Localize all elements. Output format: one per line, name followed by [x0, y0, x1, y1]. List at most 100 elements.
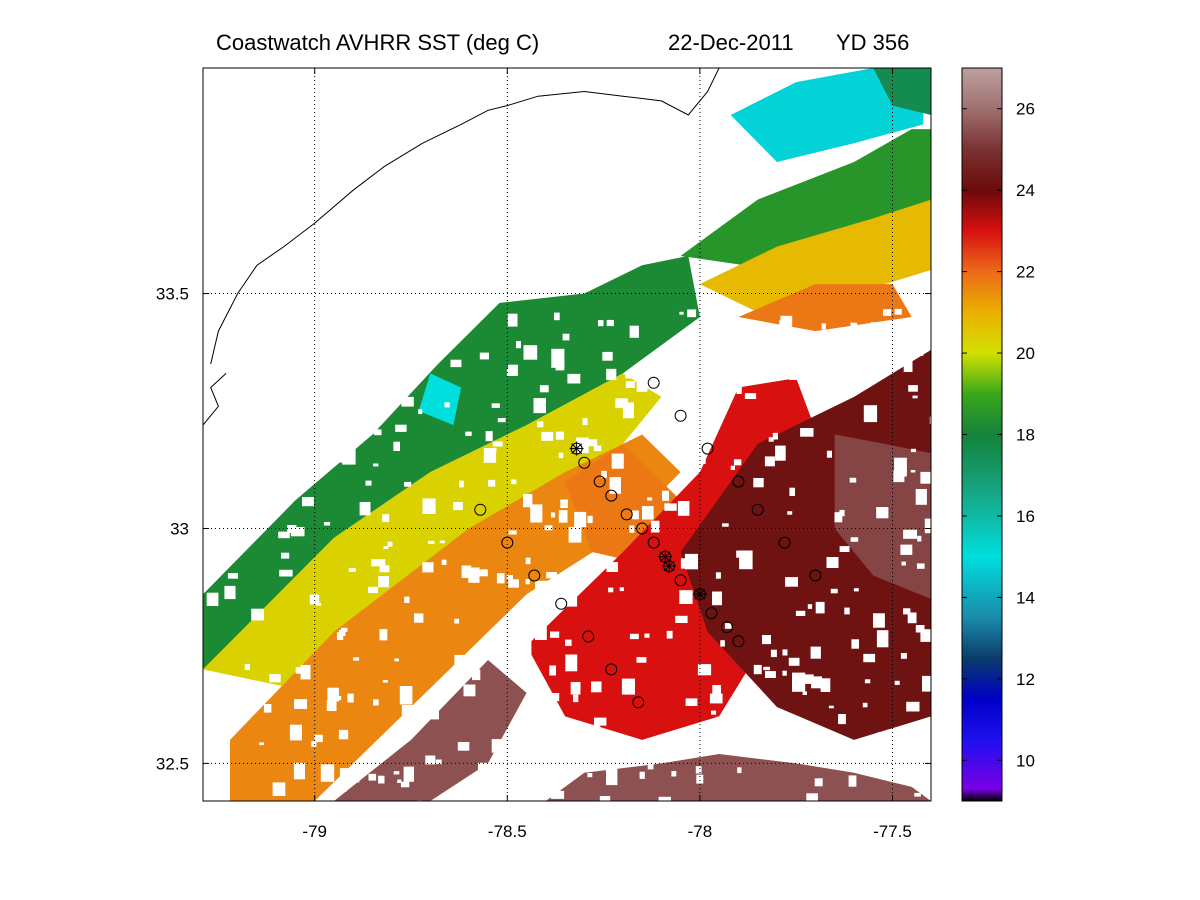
cloud-gap	[303, 435, 314, 442]
cloud-gap	[682, 384, 694, 392]
cloud-gap	[206, 592, 219, 606]
station-circle	[528, 569, 541, 582]
cloud-gap	[444, 402, 450, 408]
cloud-gap	[300, 664, 311, 680]
cloud-gap	[441, 559, 447, 565]
cloud-gap	[254, 387, 260, 393]
cloud-gap	[663, 380, 677, 394]
station-circle	[605, 489, 618, 502]
sst-region-northeast-shelf-green	[873, 68, 931, 115]
cloud-gap	[331, 332, 345, 353]
cloud-gap	[929, 416, 931, 424]
colorbar-tick-label: 12	[1016, 670, 1035, 689]
cloud-gap	[826, 450, 832, 458]
cloud-gap	[463, 684, 476, 697]
cloud-gap	[639, 771, 645, 779]
cloud-gap	[535, 623, 547, 640]
cloud-gap	[839, 546, 850, 552]
cloud-gap	[926, 323, 931, 336]
cloud-gap	[587, 515, 593, 524]
cloud-gap	[220, 384, 232, 398]
cloud-gap	[632, 510, 639, 520]
cloud-gap	[873, 613, 885, 628]
cloud-gap	[723, 349, 729, 356]
station-circle	[605, 489, 618, 502]
cloud-gap	[302, 418, 311, 424]
sst-region-shelf-green	[203, 255, 700, 670]
cloud-gap	[430, 710, 439, 720]
cloud-gap	[724, 623, 732, 629]
cloud-gap	[599, 796, 611, 801]
station-circle	[732, 475, 745, 488]
cloud-gap	[622, 402, 634, 419]
cloud-gap	[203, 548, 212, 553]
station-star-stroke	[663, 560, 675, 572]
cloud-gap	[439, 540, 445, 544]
cloud-gap	[908, 385, 918, 392]
cloud-gap	[483, 448, 497, 463]
cloud-gap	[304, 388, 310, 394]
cloud-gap	[647, 497, 653, 501]
station-circle	[528, 569, 541, 582]
cloud-gap	[339, 768, 351, 779]
sst-layer	[203, 68, 931, 801]
cloud-gap	[314, 734, 323, 743]
colorbar-tick-label: 10	[1016, 751, 1035, 770]
cloud-gap	[575, 437, 589, 453]
cloud-gap	[394, 658, 399, 662]
cloud-gap	[508, 530, 517, 535]
cloud-gap	[523, 345, 538, 360]
cloud-gap	[894, 457, 907, 473]
station-circle	[674, 409, 687, 422]
cloud-gap	[764, 456, 775, 467]
cloud-gap	[922, 675, 931, 692]
colorbar-tick-label: 26	[1016, 100, 1035, 119]
cloud-gap	[254, 417, 261, 423]
cloud-gap	[734, 361, 747, 377]
cloud-gap	[281, 552, 290, 559]
cloud-gap	[787, 511, 793, 515]
cloud-gap	[349, 770, 360, 783]
x-tick-label: -79	[302, 822, 327, 841]
station-circle	[620, 508, 633, 521]
cloud-gap	[772, 432, 778, 440]
station-markers	[474, 376, 822, 709]
cloud-gap	[289, 401, 297, 406]
cloud-gap	[863, 405, 878, 423]
cloud-gap	[269, 674, 281, 683]
cloud-gap	[225, 418, 239, 425]
y-tick-label: 32.5	[156, 754, 189, 773]
cloud-gap	[804, 674, 814, 684]
cloud-gap	[625, 381, 635, 388]
cloud-gap	[602, 351, 613, 361]
cloud-gap	[893, 748, 904, 764]
cloud-gap	[221, 477, 231, 486]
cloud-gap	[568, 733, 581, 744]
cloud-gap	[677, 501, 690, 516]
cloud-gap	[598, 320, 604, 327]
cloud-gap	[350, 345, 364, 359]
cloud-gap	[908, 729, 913, 735]
cloud-gap	[567, 373, 581, 384]
cloud-gap	[251, 336, 259, 345]
cloud-gap	[591, 681, 602, 693]
cloud-gap	[549, 665, 556, 676]
cloud-gap	[657, 350, 666, 356]
station-circle	[593, 475, 606, 488]
cloud-gap	[893, 470, 905, 483]
cloud-gap	[544, 525, 553, 531]
cloud-gap	[762, 635, 771, 645]
cloud-gap	[565, 654, 578, 672]
cloud-gap	[675, 615, 688, 623]
cloud-gap	[907, 748, 915, 753]
cloud-gap	[849, 477, 857, 483]
cloud-gap	[550, 712, 561, 727]
cloud-gap	[479, 352, 489, 360]
cloud-gap	[851, 639, 859, 649]
cloud-gap	[562, 333, 570, 341]
cloud-gap	[695, 766, 702, 774]
cloud-gap	[326, 700, 337, 711]
cloud-gap	[789, 373, 797, 380]
cloud-gap	[321, 394, 335, 406]
